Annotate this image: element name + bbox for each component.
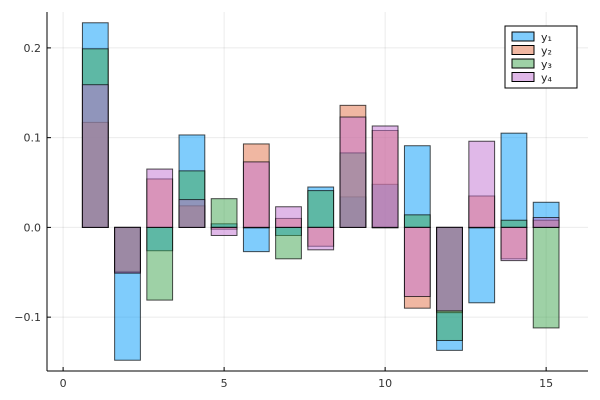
bar-series-4 [403,226,431,298]
bar-series-4 [210,226,238,236]
legend-swatch-1 [511,31,535,42]
bar-series-4 [339,116,367,228]
bar-series-4 [178,199,206,228]
legend-label-3: y₃ [541,58,552,71]
bar-series-3 [146,226,174,301]
legend-swatch-4 [511,72,535,82]
bar-series-3 [500,219,528,228]
y-tick-label: −0.1 [14,311,41,324]
bar-series-3 [532,226,560,329]
x-tick-label: 15 [539,377,553,390]
tick-labels: 0 5 10 15 −0.1 0.0 0.1 0.2 [14,42,553,390]
bar-series-4 [81,84,109,228]
bar-series-4 [532,217,560,228]
bar-series-1 [500,132,528,228]
bar-series-1 [242,226,270,253]
bar-series-3 [210,198,238,228]
legend-label-1: y₁ [541,31,552,44]
axes [46,12,588,372]
y-tick-label: 0.0 [24,221,42,234]
bar-series-3 [275,226,302,260]
bar-series-4 [114,226,141,274]
bar-series-4 [146,168,174,228]
x-tick-label: 0 [60,377,67,390]
bar-series-4 [307,226,335,251]
y-tick-label: 0.2 [24,42,42,55]
bar-series-4 [242,161,270,228]
legend-swatch-3 [511,58,535,69]
bar-series-4 [500,226,528,262]
x-tick-label: 5 [221,377,228,390]
bar-series-1 [468,226,496,304]
legend-label-4: y₄ [541,72,553,85]
y-tick-label: 0.1 [24,132,42,145]
bar-series-4 [468,140,496,228]
bar-series-4 [436,226,463,312]
bar-series-4 [275,206,302,228]
legend-swatch-2 [511,45,535,55]
bars [81,22,560,361]
x-tick-label: 10 [378,377,392,390]
bar-series-3 [307,190,335,228]
legend-label-2: y₂ [541,45,552,58]
bar-series-4 [371,125,399,228]
bar-series-3 [403,214,431,228]
